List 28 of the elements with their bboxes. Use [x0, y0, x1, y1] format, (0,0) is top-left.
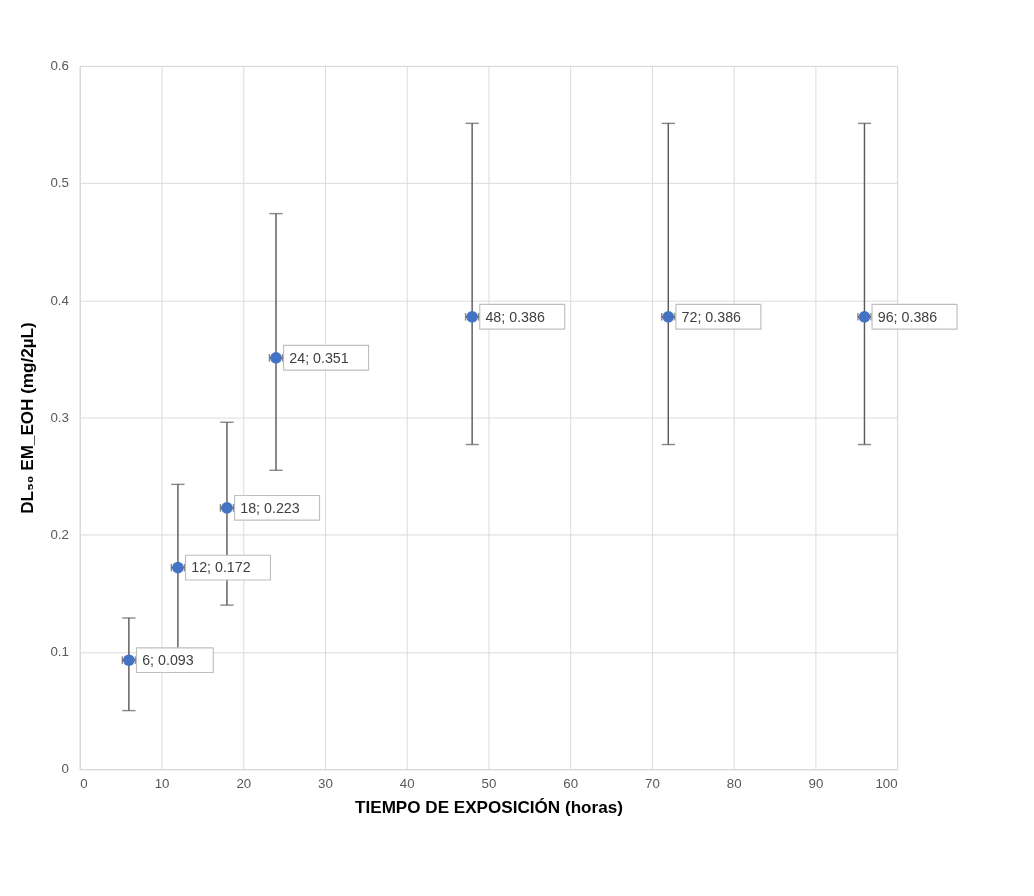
y-tick-label: 0: [61, 761, 69, 777]
y-tick-label: 0.3: [50, 409, 69, 425]
x-tick-label: 40: [399, 775, 415, 791]
y-tick-label: 0.1: [50, 644, 69, 660]
x-tick-label: 100: [875, 775, 898, 791]
y-tick-label: 0.6: [50, 58, 69, 74]
x-tick-label: 30: [318, 775, 333, 791]
data-label: 18; 0.223: [240, 499, 300, 516]
data-label: 96; 0.386: [877, 308, 938, 325]
y-axis-title: DL₅₀ EM_EOH (mg/2µL): [18, 322, 38, 514]
x-tick-label: 70: [645, 775, 660, 791]
y-tick-label: 0.5: [50, 175, 69, 191]
x-tick-label: 50: [481, 775, 497, 791]
x-tick-label: 60: [563, 775, 579, 791]
data-label: 72; 0.386: [681, 308, 742, 325]
point: [123, 654, 135, 667]
x-tick-label: 90: [808, 775, 824, 791]
y-tick-label: 0.2: [50, 527, 69, 543]
data-label: 48; 0.386: [485, 308, 545, 325]
y-tick-label: 0.4: [50, 292, 69, 308]
x-tick-label: 10: [154, 775, 170, 791]
x-axis-title: TIEMPO DE EXPOSICIÓN (horas): [355, 798, 623, 818]
data-label: 24; 0.351: [289, 349, 349, 366]
x-tick-label: 0: [80, 775, 88, 791]
x-tick-label: 20: [236, 775, 252, 791]
x-tick-label: 80: [726, 775, 742, 791]
data-label: 12; 0.172: [191, 559, 251, 576]
data-label: 6; 0.093: [142, 651, 194, 668]
